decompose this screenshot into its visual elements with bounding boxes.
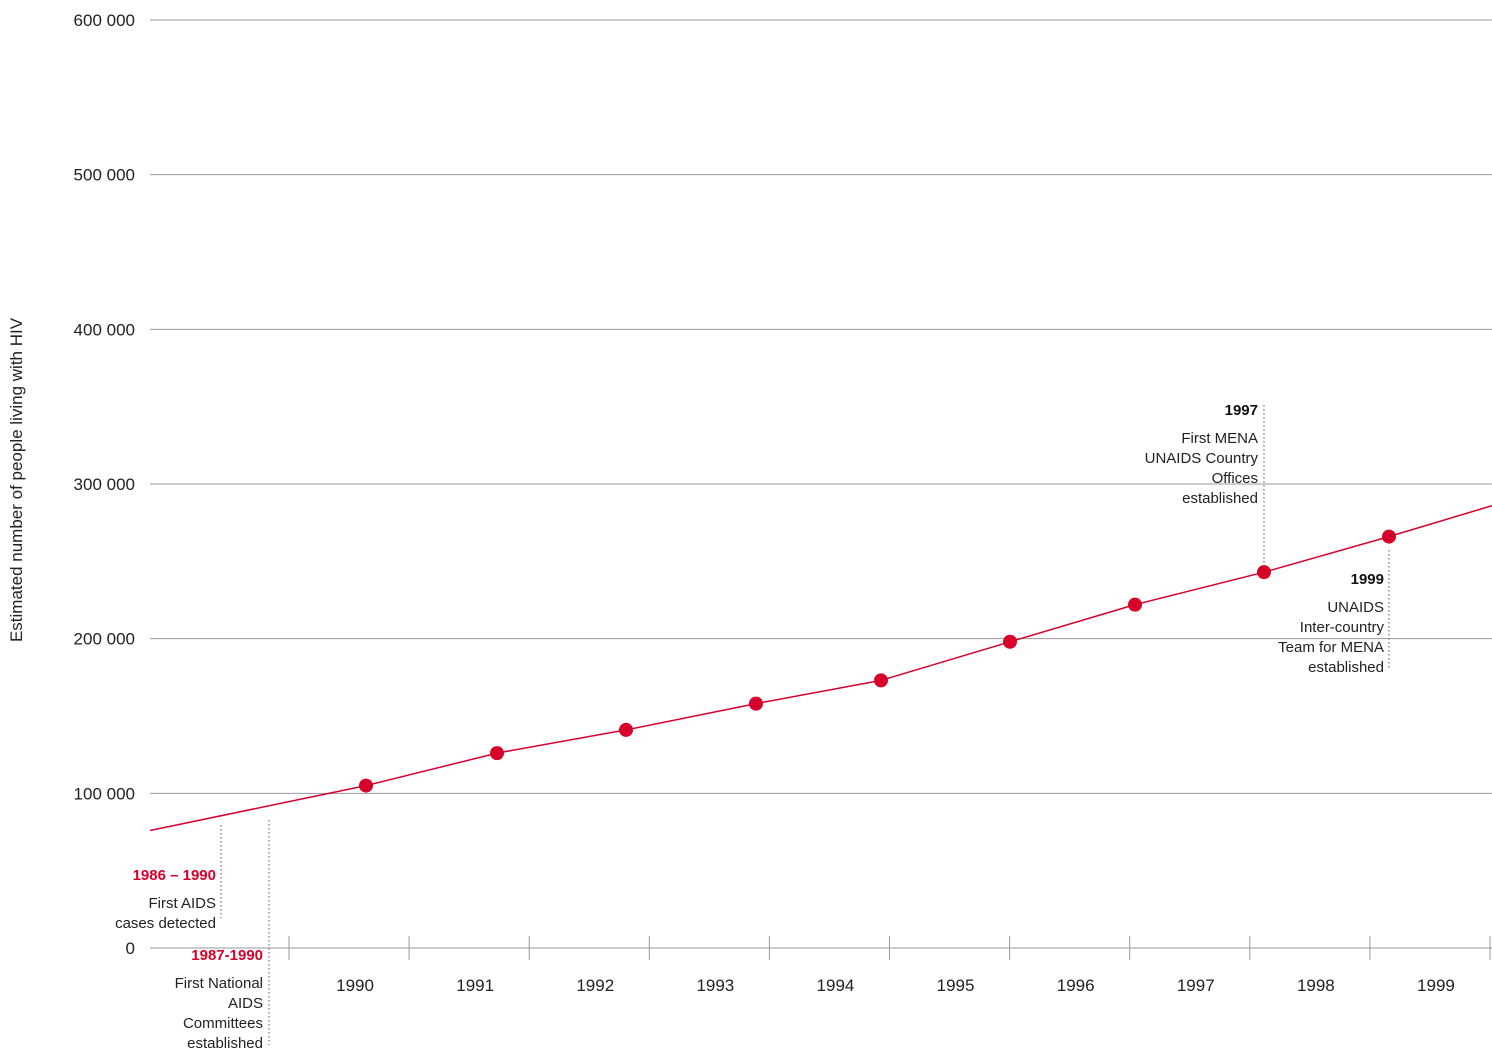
annotation-text: Offices [1212,470,1258,487]
y-tick-labels: 0 100 000 200 000 300 000 400 000 500 000 600 … [74,11,135,958]
x-tick-label: 1999 [1417,976,1455,995]
data-point [490,746,504,761]
y-tick-label: 0 [126,939,135,958]
annotation-text: established [1308,659,1384,676]
data-point [359,778,373,793]
data-point [1003,634,1017,649]
x-axis: 1990 1991 1992 1993 1994 1995 1996 1997 1998 1999 [150,936,1492,995]
gridlines [150,19,1492,794]
y-axis-title: Estimated number of people living with H… [7,317,26,642]
y-tick-label: 200 000 [74,630,135,649]
x-tick-label: 1996 [1057,976,1095,995]
annotation-year: 1987-1990 [191,947,263,964]
annotation-year: 1986 – 1990 [133,867,216,884]
annotation-text: Inter-country [1300,619,1385,636]
x-tick-label: 1991 [456,976,494,995]
y-tick-label: 500 000 [74,166,135,185]
series-line-path [149,504,1492,832]
annotation-text: UNAIDS Country [1145,450,1259,467]
annotation-year: 1997 [1225,402,1258,419]
annotations: 1986 – 1990 First AIDS cases detected 1987-… [115,402,1390,1051]
annotation-text: cases detected [115,915,216,932]
annotation-text: Committees [183,1015,263,1032]
y-tick-label: 300 000 [74,475,135,494]
annotation-text: UNAIDS [1327,599,1384,616]
annotation-text: First National [175,975,263,992]
data-point [874,673,888,688]
annotation-text: First MENA [1181,430,1258,447]
y-tick-label: 100 000 [74,784,135,803]
data-point [1382,529,1396,544]
annotation-text: established [1182,490,1258,507]
x-tick-label: 1997 [1177,976,1215,995]
x-tick-label: 1992 [576,976,614,995]
data-point [619,722,633,737]
annotation-text: AIDS [228,995,263,1012]
y-tick-label: 400 000 [74,320,135,339]
data-point [749,696,763,711]
x-tick-label: 1993 [696,976,734,995]
x-tick-label: 1994 [817,976,855,995]
annotation-text: First AIDS [148,895,216,912]
annotation-year: 1999 [1351,571,1384,588]
annotation-text: Team for MENA [1278,639,1384,656]
x-tick-label: 1998 [1297,976,1335,995]
y-tick-label: 600 000 [74,11,135,30]
data-point [1128,597,1142,612]
x-tick-label: 1990 [336,976,374,995]
data-points [359,529,1396,793]
data-point [1257,565,1271,580]
series-line [149,504,1492,832]
x-tick-label: 1995 [937,976,975,995]
annotation-text: established [187,1035,263,1051]
